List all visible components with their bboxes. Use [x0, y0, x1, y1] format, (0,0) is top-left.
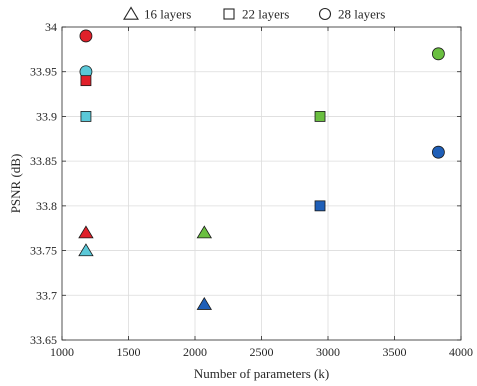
data-point-circle: [79, 29, 93, 43]
data-point-square: [314, 200, 326, 212]
y-tick-label: 33.85: [30, 154, 57, 168]
x-axis-title: Number of parameters (k): [194, 366, 329, 381]
data-point-circle: [431, 145, 445, 159]
x-tick-label: 4000: [449, 345, 473, 359]
y-axis-title: PSNR (dB): [8, 154, 23, 214]
legend-label: 16 layers: [144, 7, 191, 22]
y-tick-label: 33.8: [36, 199, 57, 213]
data-point-circle: [431, 47, 445, 61]
y-tick-label: 33.65: [30, 333, 57, 347]
y-tick-label: 33.75: [30, 244, 57, 258]
legend-circle-icon: [318, 7, 332, 21]
x-tick-label: 1500: [117, 345, 141, 359]
legend-label: 22 layers: [242, 7, 289, 22]
x-tick-label: 3000: [316, 345, 340, 359]
axis-ticks: 1000 1500 2000 2500 3000 3500 4000 33.65 33.7 33.…: [30, 20, 473, 359]
data-point-triangle: [78, 243, 94, 257]
x-tick-label: 2500: [250, 345, 274, 359]
y-tick-label: 33.7: [36, 288, 57, 302]
data-point-triangle: [78, 225, 94, 239]
data-point-triangle: [196, 296, 213, 310]
y-tick-label: 33.9: [36, 109, 57, 123]
data-points: [78, 29, 445, 310]
y-tick-label: 34: [45, 20, 57, 34]
data-point-triangle: [196, 225, 213, 239]
legend: 16 layers 22 layers 28 layers: [123, 6, 385, 22]
y-tick-label: 33.95: [30, 65, 57, 79]
x-tick-label: 2000: [183, 345, 207, 359]
grid-lines: [62, 27, 461, 340]
data-point-square: [80, 111, 92, 122]
legend-label: 28 layers: [338, 7, 385, 22]
x-tick-label: 1000: [50, 345, 74, 359]
data-point-square: [314, 111, 326, 122]
legend-square-icon: [223, 8, 235, 20]
data-point-square: [80, 75, 92, 87]
legend-triangle-icon: [123, 6, 139, 20]
x-tick-label: 3500: [383, 345, 407, 359]
